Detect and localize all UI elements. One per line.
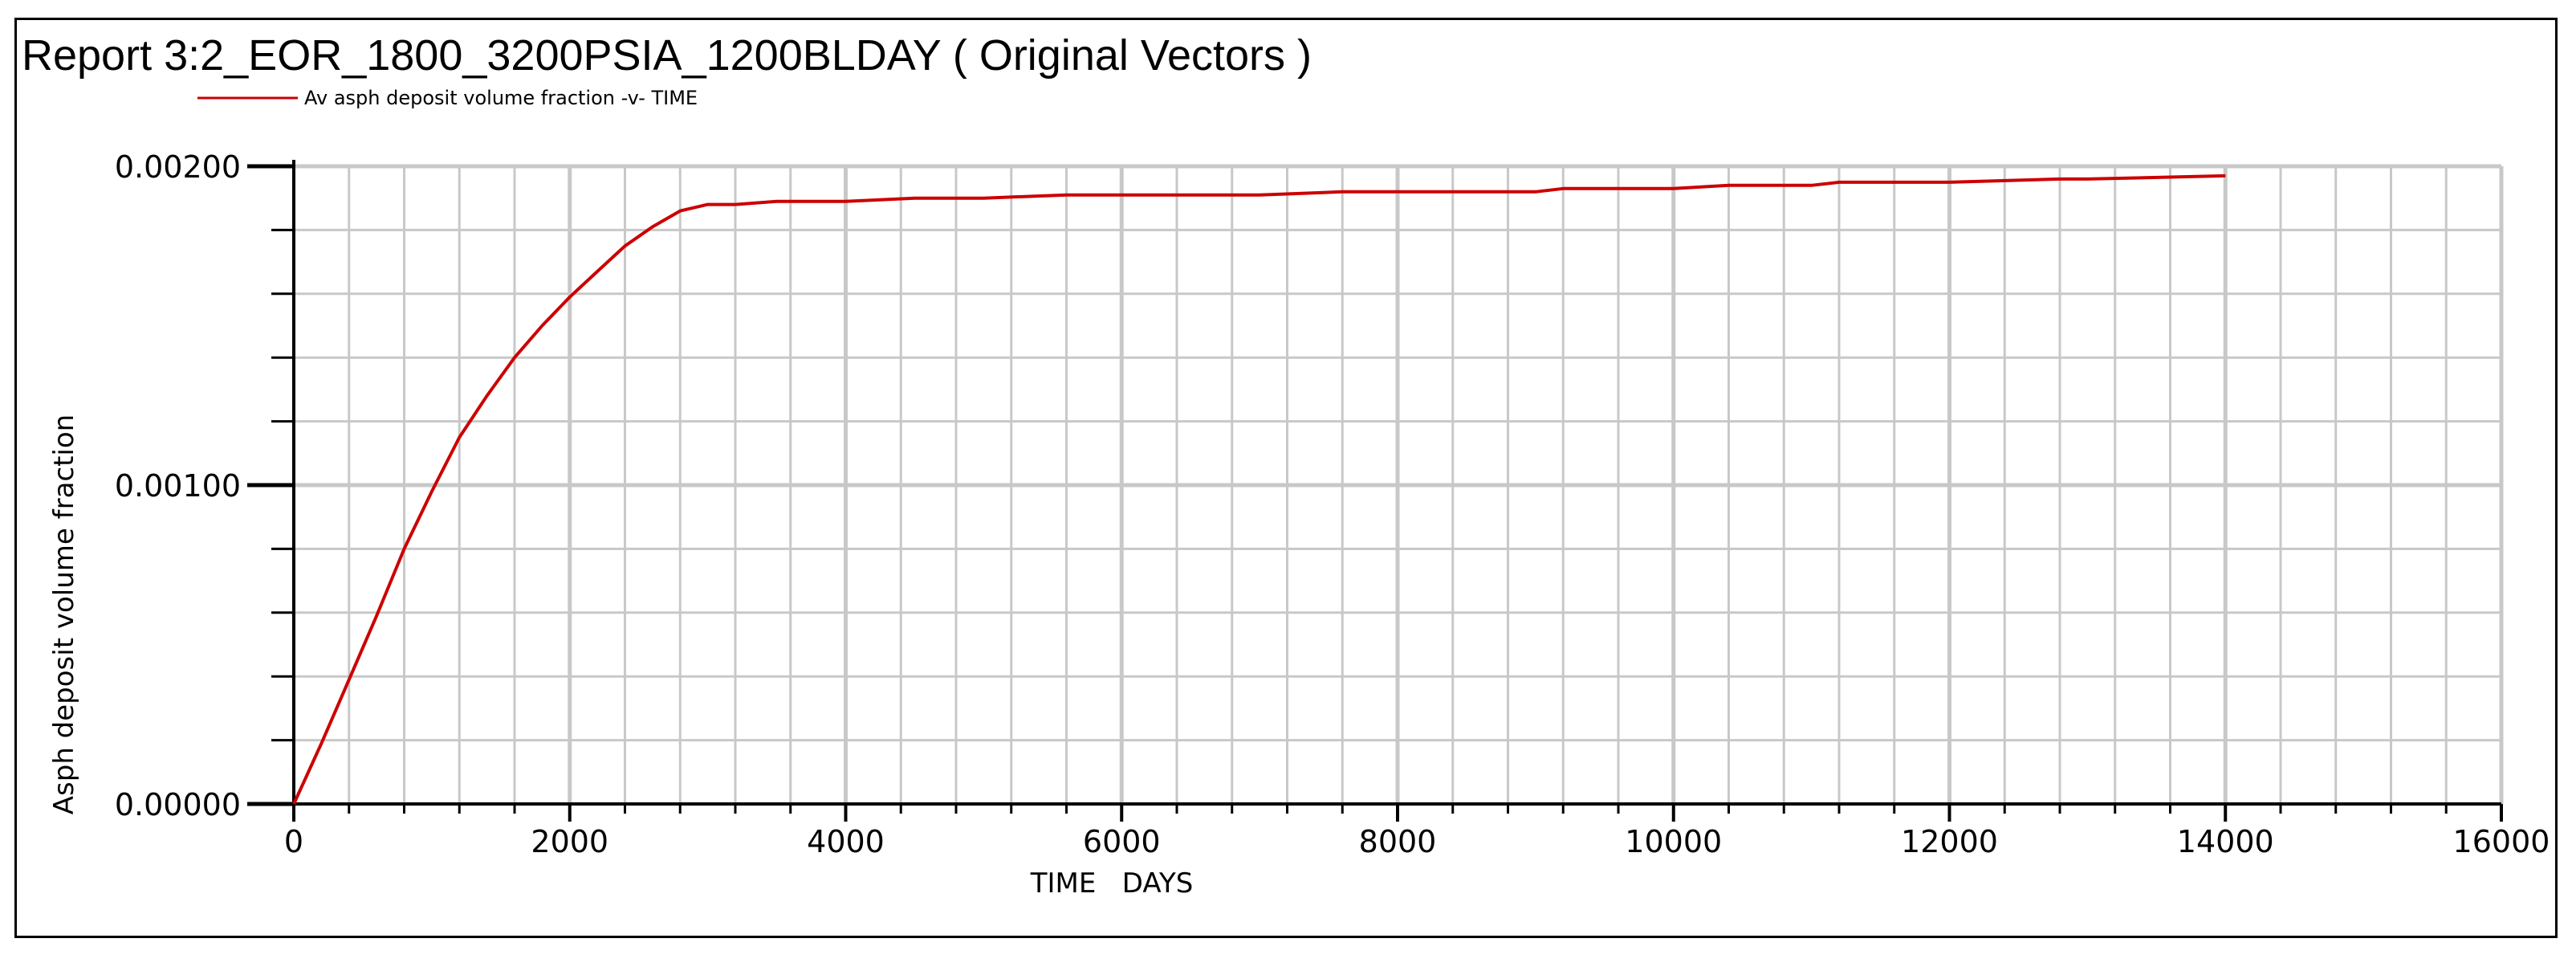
y-tick-label: 0.00000 — [115, 787, 241, 822]
x-tick-label: 2000 — [531, 824, 608, 859]
y-axis-label: Asph deposit volume fraction — [48, 414, 80, 814]
x-tick-label: 0 — [284, 824, 303, 859]
y-tick-label: 0.00200 — [115, 149, 241, 185]
x-tick-label: 10000 — [1625, 824, 1722, 859]
chart-frame: Report 3:2_EOR_1800_3200PSIA_1200BLDAY (… — [14, 18, 2558, 938]
series-line — [292, 173, 2226, 805]
chart-title: Report 3:2_EOR_1800_3200PSIA_1200BLDAY (… — [22, 31, 1312, 80]
axes — [247, 160, 2503, 822]
series-layer — [292, 173, 2226, 805]
chart: Report 3:2_EOR_1800_3200PSIA_1200BLDAY (… — [22, 31, 2550, 900]
x-tick-label: 8000 — [1359, 824, 1437, 859]
legend: Av asph deposit volume fraction -v- TIME — [197, 87, 698, 109]
x-tick-label: 6000 — [1083, 824, 1161, 859]
x-tick-label: 16000 — [2453, 824, 2550, 859]
grid — [294, 164, 2504, 804]
legend-label: Av asph deposit volume fraction -v- TIME — [304, 87, 698, 109]
x-tick-label: 4000 — [807, 824, 885, 859]
x-axis-label: TIME DAYS — [1030, 867, 1194, 900]
x-tick-label: 12000 — [1901, 824, 1998, 859]
x-tick-labels: 0 2000 4000 6000 8000 10000 12000 14000 16000 — [284, 824, 2550, 859]
y-tick-labels: 0.00000 0.00100 0.00200 — [115, 149, 241, 822]
y-tick-label: 0.00100 — [115, 468, 241, 504]
x-tick-label: 14000 — [2177, 824, 2274, 859]
